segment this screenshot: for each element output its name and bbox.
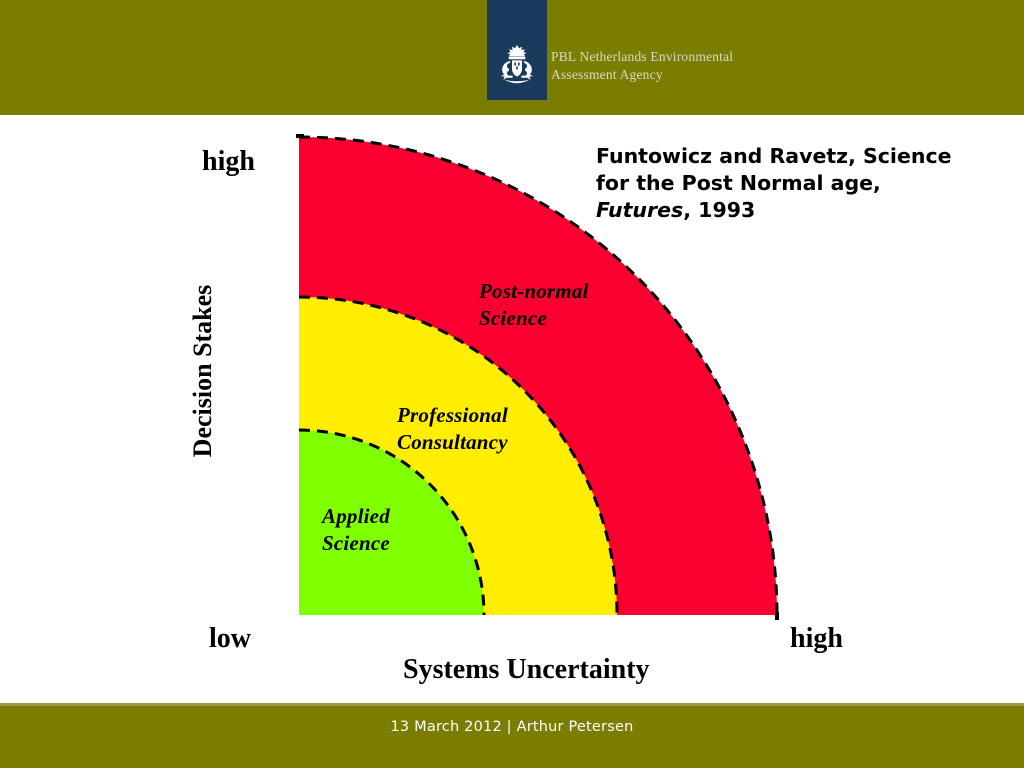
footer-band <box>0 706 1024 768</box>
zone-label-line1: Professional <box>397 403 508 427</box>
dutch-coat-of-arms-icon <box>501 45 533 84</box>
y-axis-top-tick <box>296 134 304 138</box>
y-axis-high-label: high <box>202 146 255 177</box>
citation-year: , 1993 <box>683 198 756 223</box>
header-band: PBL Netherlands Environmental Assessment… <box>0 0 1024 115</box>
zone-label-line2: Science <box>479 305 547 330</box>
zone-label-post-normal-science: Post-normal Science <box>479 278 589 332</box>
citation-journal: Futures <box>596 198 684 223</box>
logo-block <box>487 0 547 100</box>
x-axis-high-label: high <box>790 623 843 654</box>
footer-divider <box>0 703 1024 706</box>
x-axis-right-tick <box>775 612 779 620</box>
zone-applied-science <box>298 428 486 616</box>
y-axis-title: Decision Stakes <box>188 284 217 458</box>
quadrant-zones-svg <box>296 134 779 620</box>
citation-line2: for the Post Normal age, <box>596 171 881 196</box>
zone-label-line2: Consultancy <box>397 429 508 454</box>
zone-label-professional-consultancy: Professional Consultancy <box>397 402 508 456</box>
organization-name: PBL Netherlands Environmental Assessment… <box>551 48 811 84</box>
zone-label-line1: Post-normal <box>479 279 589 303</box>
post-normal-science-diagram: Post-normal Science Professional Consult… <box>0 115 1024 705</box>
citation-line1: Funtowicz and Ravetz, Science <box>596 144 952 168</box>
footer-text: 13 March 2012 | Arthur Petersen <box>390 719 634 735</box>
org-name-line2: Assessment Agency <box>551 67 663 83</box>
zone-label-line1: Applied <box>322 504 390 528</box>
zone-label-applied-science: Applied Science <box>322 503 390 557</box>
citation-text: Funtowicz and Ravetz, Science for the Po… <box>596 143 1008 224</box>
org-name-line1: PBL Netherlands Environmental <box>551 49 734 64</box>
x-axis-title: Systems Uncertainty <box>403 654 650 685</box>
zone-label-line2: Science <box>322 530 390 555</box>
x-axis-low-label: low <box>209 623 251 654</box>
